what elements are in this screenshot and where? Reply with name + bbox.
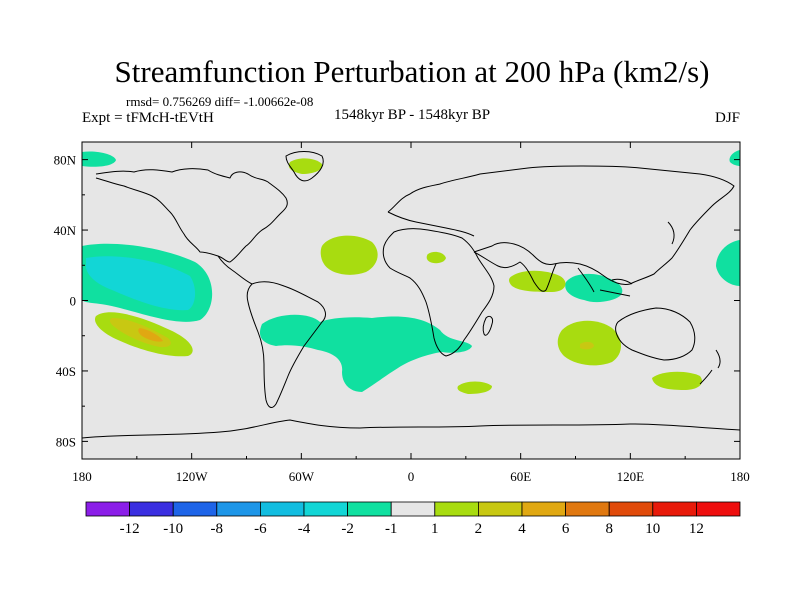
- coastlines: [82, 151, 740, 439]
- region-west-pacific: [716, 240, 740, 286]
- lat-tick-label: 40S: [56, 364, 76, 379]
- colorbar-swatch: [303, 501, 348, 517]
- colorbar-swatch: [434, 501, 479, 517]
- colorbar-label: -8: [211, 521, 224, 537]
- region-south-africa-ocean: [457, 381, 492, 394]
- coast-eurasia: [387, 165, 735, 285]
- colorbar-swatch: [259, 501, 305, 517]
- coast-europe-south: [387, 211, 475, 237]
- colorbar-label: 6: [562, 521, 570, 537]
- colorbar-swatch: [390, 501, 436, 517]
- lon-tick-label: 120W: [176, 469, 209, 484]
- lon-tick-label: 0: [408, 469, 415, 484]
- coast-greenland: [285, 151, 324, 182]
- colorbar-label: 10: [645, 521, 660, 537]
- experiment-label: Expt = tFMcH-tEVtH: [82, 110, 214, 126]
- coast-se-asia: [577, 267, 633, 297]
- colorbar-label: 8: [605, 521, 613, 537]
- coast-japan: [667, 221, 675, 245]
- coast-new-zealand: [699, 349, 721, 385]
- region-arctic-west: [82, 151, 116, 167]
- coast-africa: [382, 228, 495, 357]
- lon-tick-label: 60W: [289, 469, 315, 484]
- chart-title: Streamfunction Perturbation at 200 hPa (…: [115, 54, 710, 89]
- lat-axis: 80N 40N 0 40S 80S: [54, 153, 740, 449]
- colorbar-swatch: [347, 501, 392, 517]
- anomaly-field: [82, 150, 740, 394]
- coast-madagascar: [482, 315, 493, 336]
- colorbar-label: 1: [431, 521, 439, 537]
- coast-india: [473, 251, 557, 292]
- region-africa-north: [426, 251, 446, 264]
- map-area: [82, 142, 740, 459]
- lon-tick-label: 180: [72, 469, 92, 484]
- lat-tick-label: 0: [70, 294, 77, 309]
- region-north-pacific-core: [86, 256, 196, 311]
- colorbar-swatch: [172, 501, 218, 517]
- region-south-australia: [652, 371, 703, 390]
- colorbar-label: -2: [341, 521, 354, 537]
- lon-tick-label: 180: [730, 469, 750, 484]
- colorbar-swatch: [608, 501, 654, 517]
- coast-antarctica: [82, 419, 740, 439]
- region-indonesia: [565, 273, 623, 303]
- colorbar-swatch: [652, 501, 697, 517]
- lat-tick-label: 40N: [54, 223, 77, 238]
- region-south-pacific-center: [138, 328, 163, 342]
- lat-tick-label: 80S: [56, 434, 76, 449]
- colorbar-label: -4: [298, 521, 311, 537]
- colorbar-swatch: [477, 501, 523, 517]
- colorbar-label: -10: [163, 521, 183, 537]
- colorbar-label: 12: [689, 521, 704, 537]
- colorbar-label: 4: [518, 521, 526, 537]
- lat-tick-label: 80N: [54, 153, 77, 168]
- region-greenland: [288, 158, 323, 174]
- coast-south-america: [246, 281, 326, 408]
- colorbar-swatch: [696, 501, 741, 517]
- colorbar-swatch: [565, 501, 610, 517]
- colorbar-label: -12: [120, 521, 140, 537]
- colorbar-label: 2: [475, 521, 483, 537]
- region-indian-south-core: [580, 341, 594, 350]
- coast-north-america: [95, 168, 288, 263]
- season-label: DJF: [715, 110, 740, 126]
- lon-tick-label: 120E: [617, 469, 645, 484]
- lon-tick-label: 60E: [510, 469, 531, 484]
- stats-label: rmsd= 0.756269 diff= -1.00662e-08: [126, 94, 313, 109]
- coast-australia: [615, 307, 696, 361]
- colorbar-swatch: [129, 501, 174, 517]
- region-north-atlantic: [320, 235, 378, 275]
- colorbar: -12 -10 -8 -6 -4 -2 -1 1 2 4 6 8 10 12: [85, 501, 741, 537]
- period-label: 1548kyr BP - 1548kyr BP: [334, 107, 490, 123]
- lon-axis: 180 120W 60W 0 60E 120E 180: [72, 142, 750, 484]
- coast-central-america: [217, 255, 253, 285]
- region-arctic-east: [729, 150, 740, 166]
- colorbar-swatch: [216, 501, 261, 517]
- colorbar-swatch: [85, 501, 130, 517]
- colorbar-label: -1: [385, 521, 398, 537]
- colorbar-label: -6: [254, 521, 267, 537]
- colorbar-swatch: [521, 501, 566, 517]
